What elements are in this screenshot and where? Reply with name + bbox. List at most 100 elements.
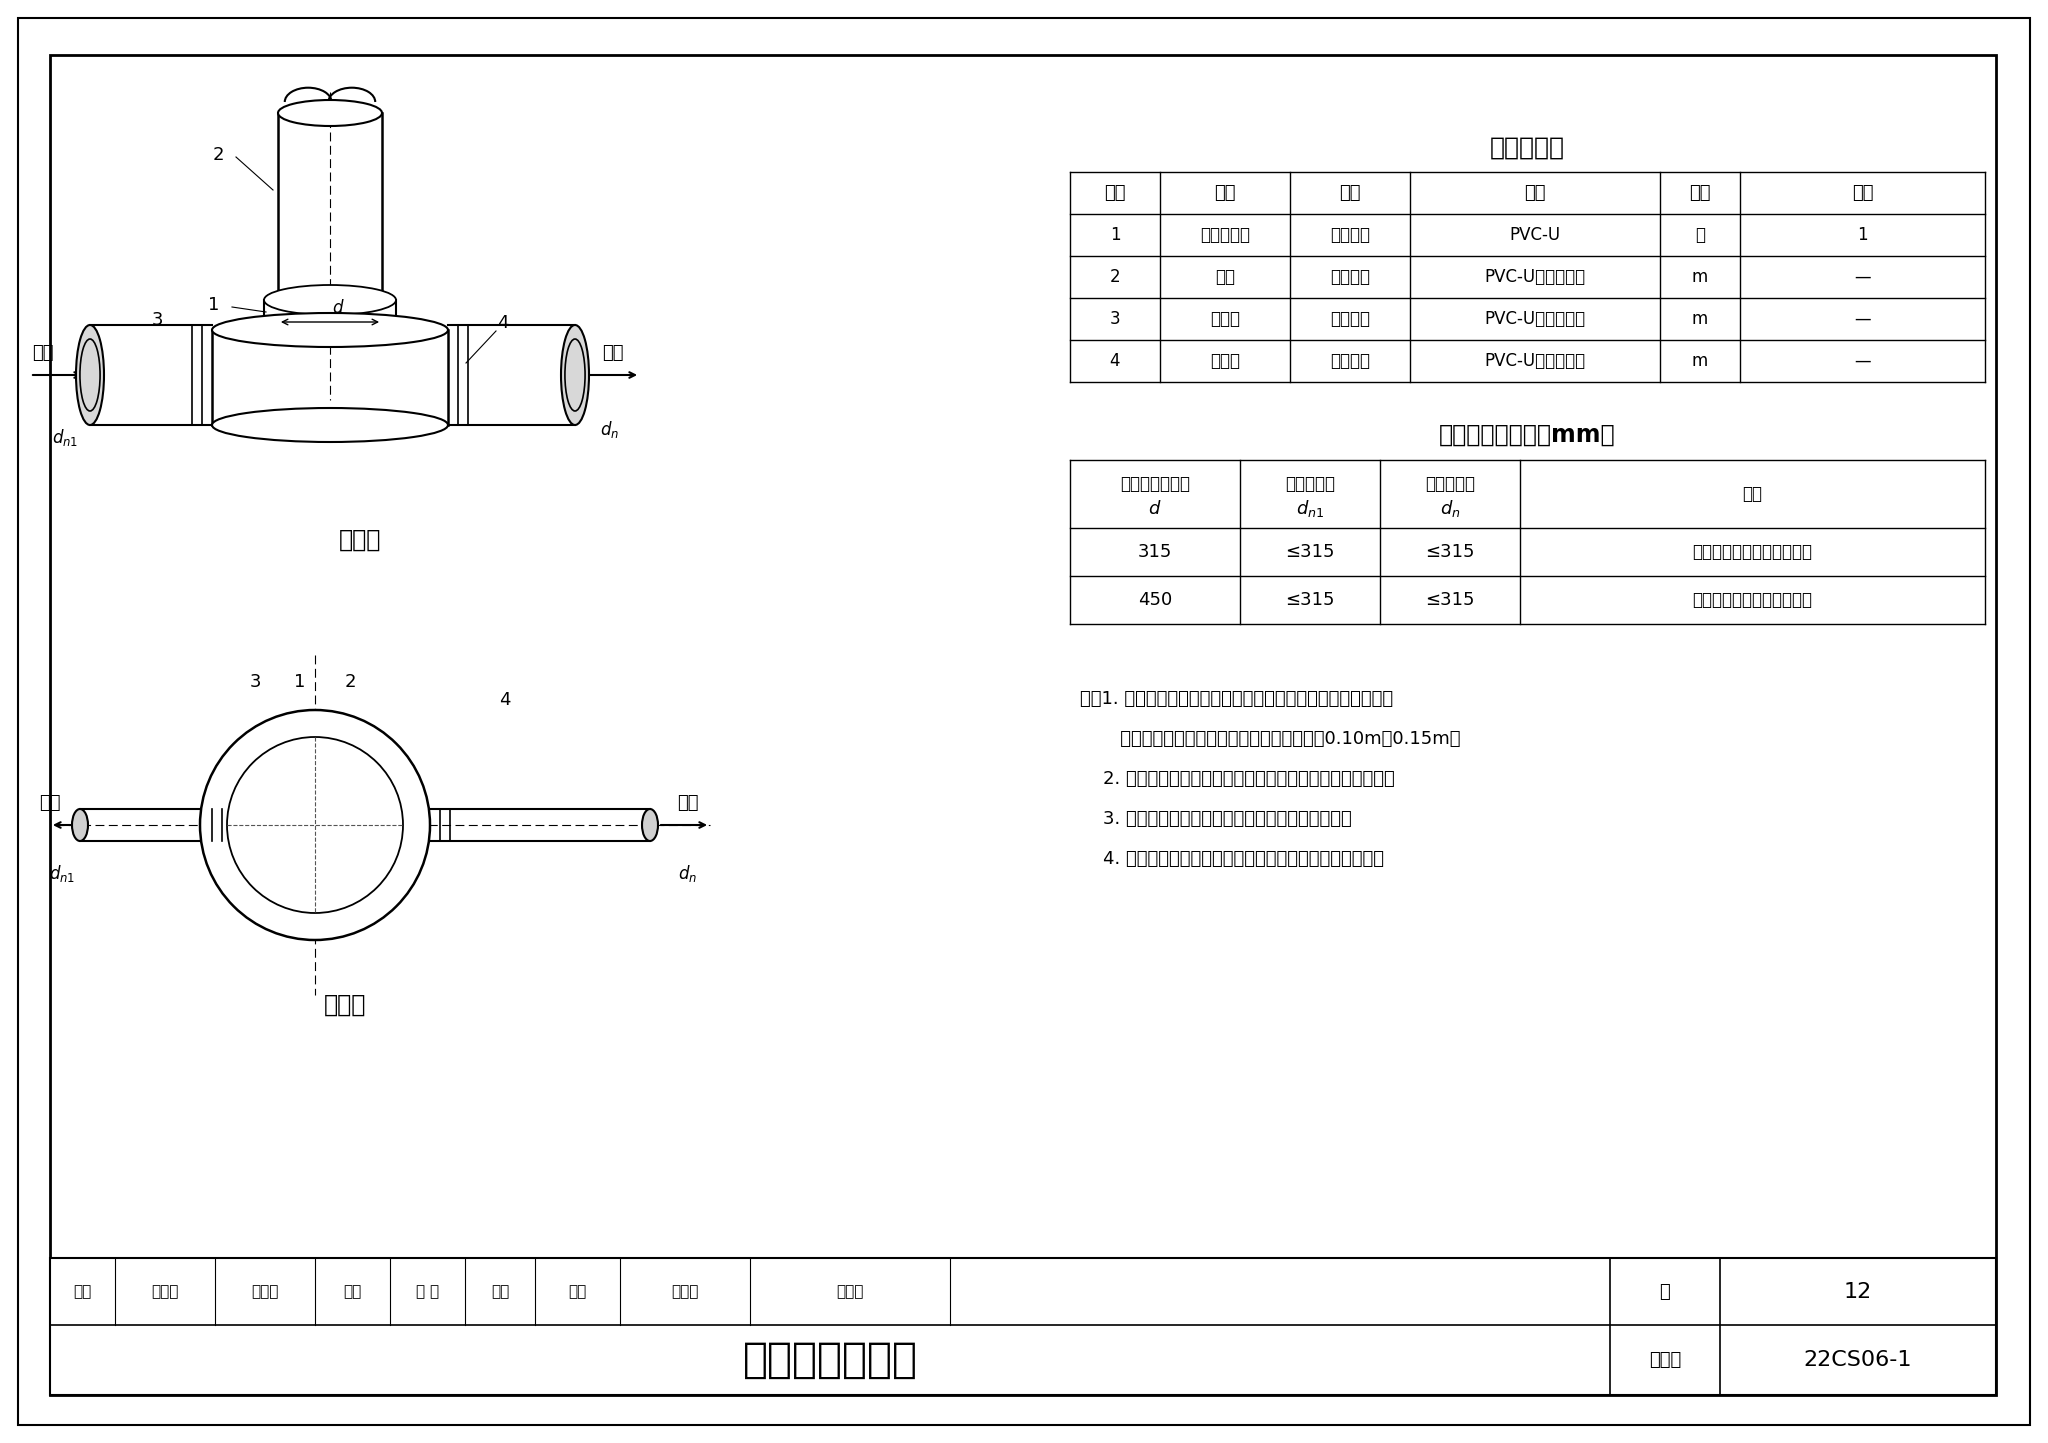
- Text: 主要材料表: 主要材料表: [1491, 136, 1565, 160]
- Text: 上、下游管道外径详见设计: 上、下游管道外径详见设计: [1692, 543, 1812, 561]
- Ellipse shape: [264, 286, 395, 315]
- Text: 1: 1: [295, 672, 305, 691]
- Text: 个: 个: [1696, 227, 1706, 244]
- Text: 22CS06-1: 22CS06-1: [1804, 1351, 1913, 1369]
- Text: 进水管外径: 进水管外径: [1284, 475, 1335, 494]
- Text: 材料: 材料: [1524, 185, 1546, 202]
- Text: PVC-U中空壁管材: PVC-U中空壁管材: [1485, 310, 1585, 328]
- Text: 费 喆: 费 喆: [416, 1284, 438, 1299]
- Text: 王企之: 王企之: [252, 1284, 279, 1299]
- Ellipse shape: [201, 710, 430, 939]
- Text: 12: 12: [1843, 1281, 1872, 1302]
- Text: 单位: 单位: [1690, 185, 1710, 202]
- Text: 上、下游管道外径详见设计: 上、下游管道外径详见设计: [1692, 592, 1812, 609]
- Text: 王奎之: 王奎之: [152, 1284, 178, 1299]
- Text: m: m: [1692, 310, 1708, 328]
- Text: ≤315: ≤315: [1425, 592, 1475, 609]
- Text: 序号: 序号: [1104, 185, 1126, 202]
- Text: 出水管外径: 出水管外径: [1425, 475, 1475, 494]
- Ellipse shape: [279, 287, 383, 313]
- Text: $d_{n1}$: $d_{n1}$: [49, 863, 76, 883]
- Text: ≤315: ≤315: [1425, 543, 1475, 561]
- Text: 出水: 出水: [602, 343, 625, 362]
- Text: $d$: $d$: [1149, 499, 1161, 518]
- Ellipse shape: [264, 315, 395, 345]
- Text: 位于绿化带上时，井盖表面应高于土层表面0.10m～0.15m。: 位于绿化带上时，井盖表面应高于土层表面0.10m～0.15m。: [1079, 730, 1460, 747]
- Text: 315: 315: [1139, 543, 1171, 561]
- Text: 2: 2: [213, 146, 223, 165]
- Text: $d$: $d$: [332, 299, 344, 317]
- Ellipse shape: [213, 313, 449, 346]
- Text: $d_n$: $d_n$: [678, 863, 698, 883]
- Text: 3. 分离式检查井井筒上口应设置防坠格板或内盖。: 3. 分离式检查井井筒上口应设置防坠格板或内盖。: [1079, 810, 1352, 828]
- Text: 页: 页: [1659, 1283, 1671, 1300]
- Text: 刘煜义: 刘煜义: [836, 1284, 864, 1299]
- Text: 委话: 委话: [492, 1284, 510, 1299]
- Ellipse shape: [80, 339, 100, 411]
- Text: $d_{n1}$: $d_{n1}$: [1296, 498, 1325, 519]
- Text: 注：1. 检查井井盖位于路面上时，井盖表面应与路面持平，井盖: 注：1. 检查井井盖位于路面上时，井盖表面应与路面持平，井盖: [1079, 690, 1393, 709]
- Text: 直通井底座: 直通井底座: [1200, 227, 1249, 244]
- Ellipse shape: [76, 325, 104, 426]
- Ellipse shape: [279, 100, 383, 126]
- Text: $d_{n1}$: $d_{n1}$: [51, 427, 78, 447]
- Text: 直壁井规格尺寸（mm）: 直壁井规格尺寸（mm）: [1440, 423, 1616, 447]
- Text: 立面图: 立面图: [338, 528, 381, 553]
- Text: 3: 3: [1110, 310, 1120, 328]
- Ellipse shape: [565, 339, 586, 411]
- Text: 出水管: 出水管: [1210, 352, 1239, 369]
- Text: $d_n$: $d_n$: [600, 420, 621, 440]
- Text: 4. 井筒与井底座采用胶粘剂连接时，应采用专用胶粘剂。: 4. 井筒与井底座采用胶粘剂连接时，应采用专用胶粘剂。: [1079, 850, 1384, 869]
- Text: —: —: [1853, 352, 1870, 369]
- Text: 详见设计: 详见设计: [1329, 352, 1370, 369]
- Text: 详见设计: 详见设计: [1329, 310, 1370, 328]
- Text: 4: 4: [500, 691, 510, 709]
- Text: PVC-U中空壁管材: PVC-U中空壁管材: [1485, 352, 1585, 369]
- Bar: [49, 1258, 1997, 1395]
- Text: 审核: 审核: [74, 1284, 92, 1299]
- Text: 1: 1: [1110, 227, 1120, 244]
- Text: 出水: 出水: [678, 794, 698, 812]
- Text: PVC-U中空壁管材: PVC-U中空壁管材: [1485, 268, 1585, 286]
- Text: 刘洪令: 刘洪令: [672, 1284, 698, 1299]
- Text: 详见设计: 详见设计: [1329, 268, 1370, 286]
- Text: ≤315: ≤315: [1286, 592, 1335, 609]
- Ellipse shape: [213, 408, 449, 442]
- Ellipse shape: [227, 737, 403, 913]
- Text: 2: 2: [1110, 268, 1120, 286]
- Text: m: m: [1692, 352, 1708, 369]
- Text: 进水管: 进水管: [1210, 310, 1239, 328]
- Text: ≤315: ≤315: [1286, 543, 1335, 561]
- Text: —: —: [1853, 268, 1870, 286]
- Ellipse shape: [641, 810, 657, 841]
- Text: 进水: 进水: [39, 794, 61, 812]
- Text: —: —: [1853, 310, 1870, 328]
- Text: 3: 3: [250, 672, 260, 691]
- Text: 校对: 校对: [344, 1284, 362, 1299]
- Text: m: m: [1692, 268, 1708, 286]
- Text: 规格: 规格: [1339, 185, 1360, 202]
- Text: 井底座公称直径: 井底座公称直径: [1120, 475, 1190, 494]
- Text: $d_n$: $d_n$: [1440, 498, 1460, 519]
- Text: 井筒: 井筒: [1214, 268, 1235, 286]
- Ellipse shape: [72, 810, 88, 841]
- Text: 备注: 备注: [1743, 485, 1763, 504]
- Text: 平面图: 平面图: [324, 993, 367, 1017]
- Text: 数量: 数量: [1851, 185, 1874, 202]
- Text: PVC-U: PVC-U: [1509, 227, 1561, 244]
- Text: 进水: 进水: [33, 343, 53, 362]
- Text: 450: 450: [1139, 592, 1171, 609]
- Text: 4: 4: [498, 315, 508, 332]
- Ellipse shape: [561, 325, 590, 426]
- Text: 3: 3: [152, 312, 162, 329]
- Text: 1: 1: [1858, 227, 1868, 244]
- Text: 详见设计: 详见设计: [1329, 227, 1370, 244]
- Text: 1: 1: [209, 296, 219, 315]
- Text: 设计: 设计: [569, 1284, 586, 1299]
- Text: 4: 4: [1110, 352, 1120, 369]
- Text: 直壁检查井安装: 直壁检查井安装: [743, 1339, 918, 1381]
- Text: 2. 井筒插接时，应采用专用收紧工具，不得采用重锤敲击。: 2. 井筒插接时，应采用专用收紧工具，不得采用重锤敲击。: [1079, 771, 1395, 788]
- Text: 图集号: 图集号: [1649, 1351, 1681, 1369]
- Text: 2: 2: [344, 672, 356, 691]
- Text: 名称: 名称: [1214, 185, 1235, 202]
